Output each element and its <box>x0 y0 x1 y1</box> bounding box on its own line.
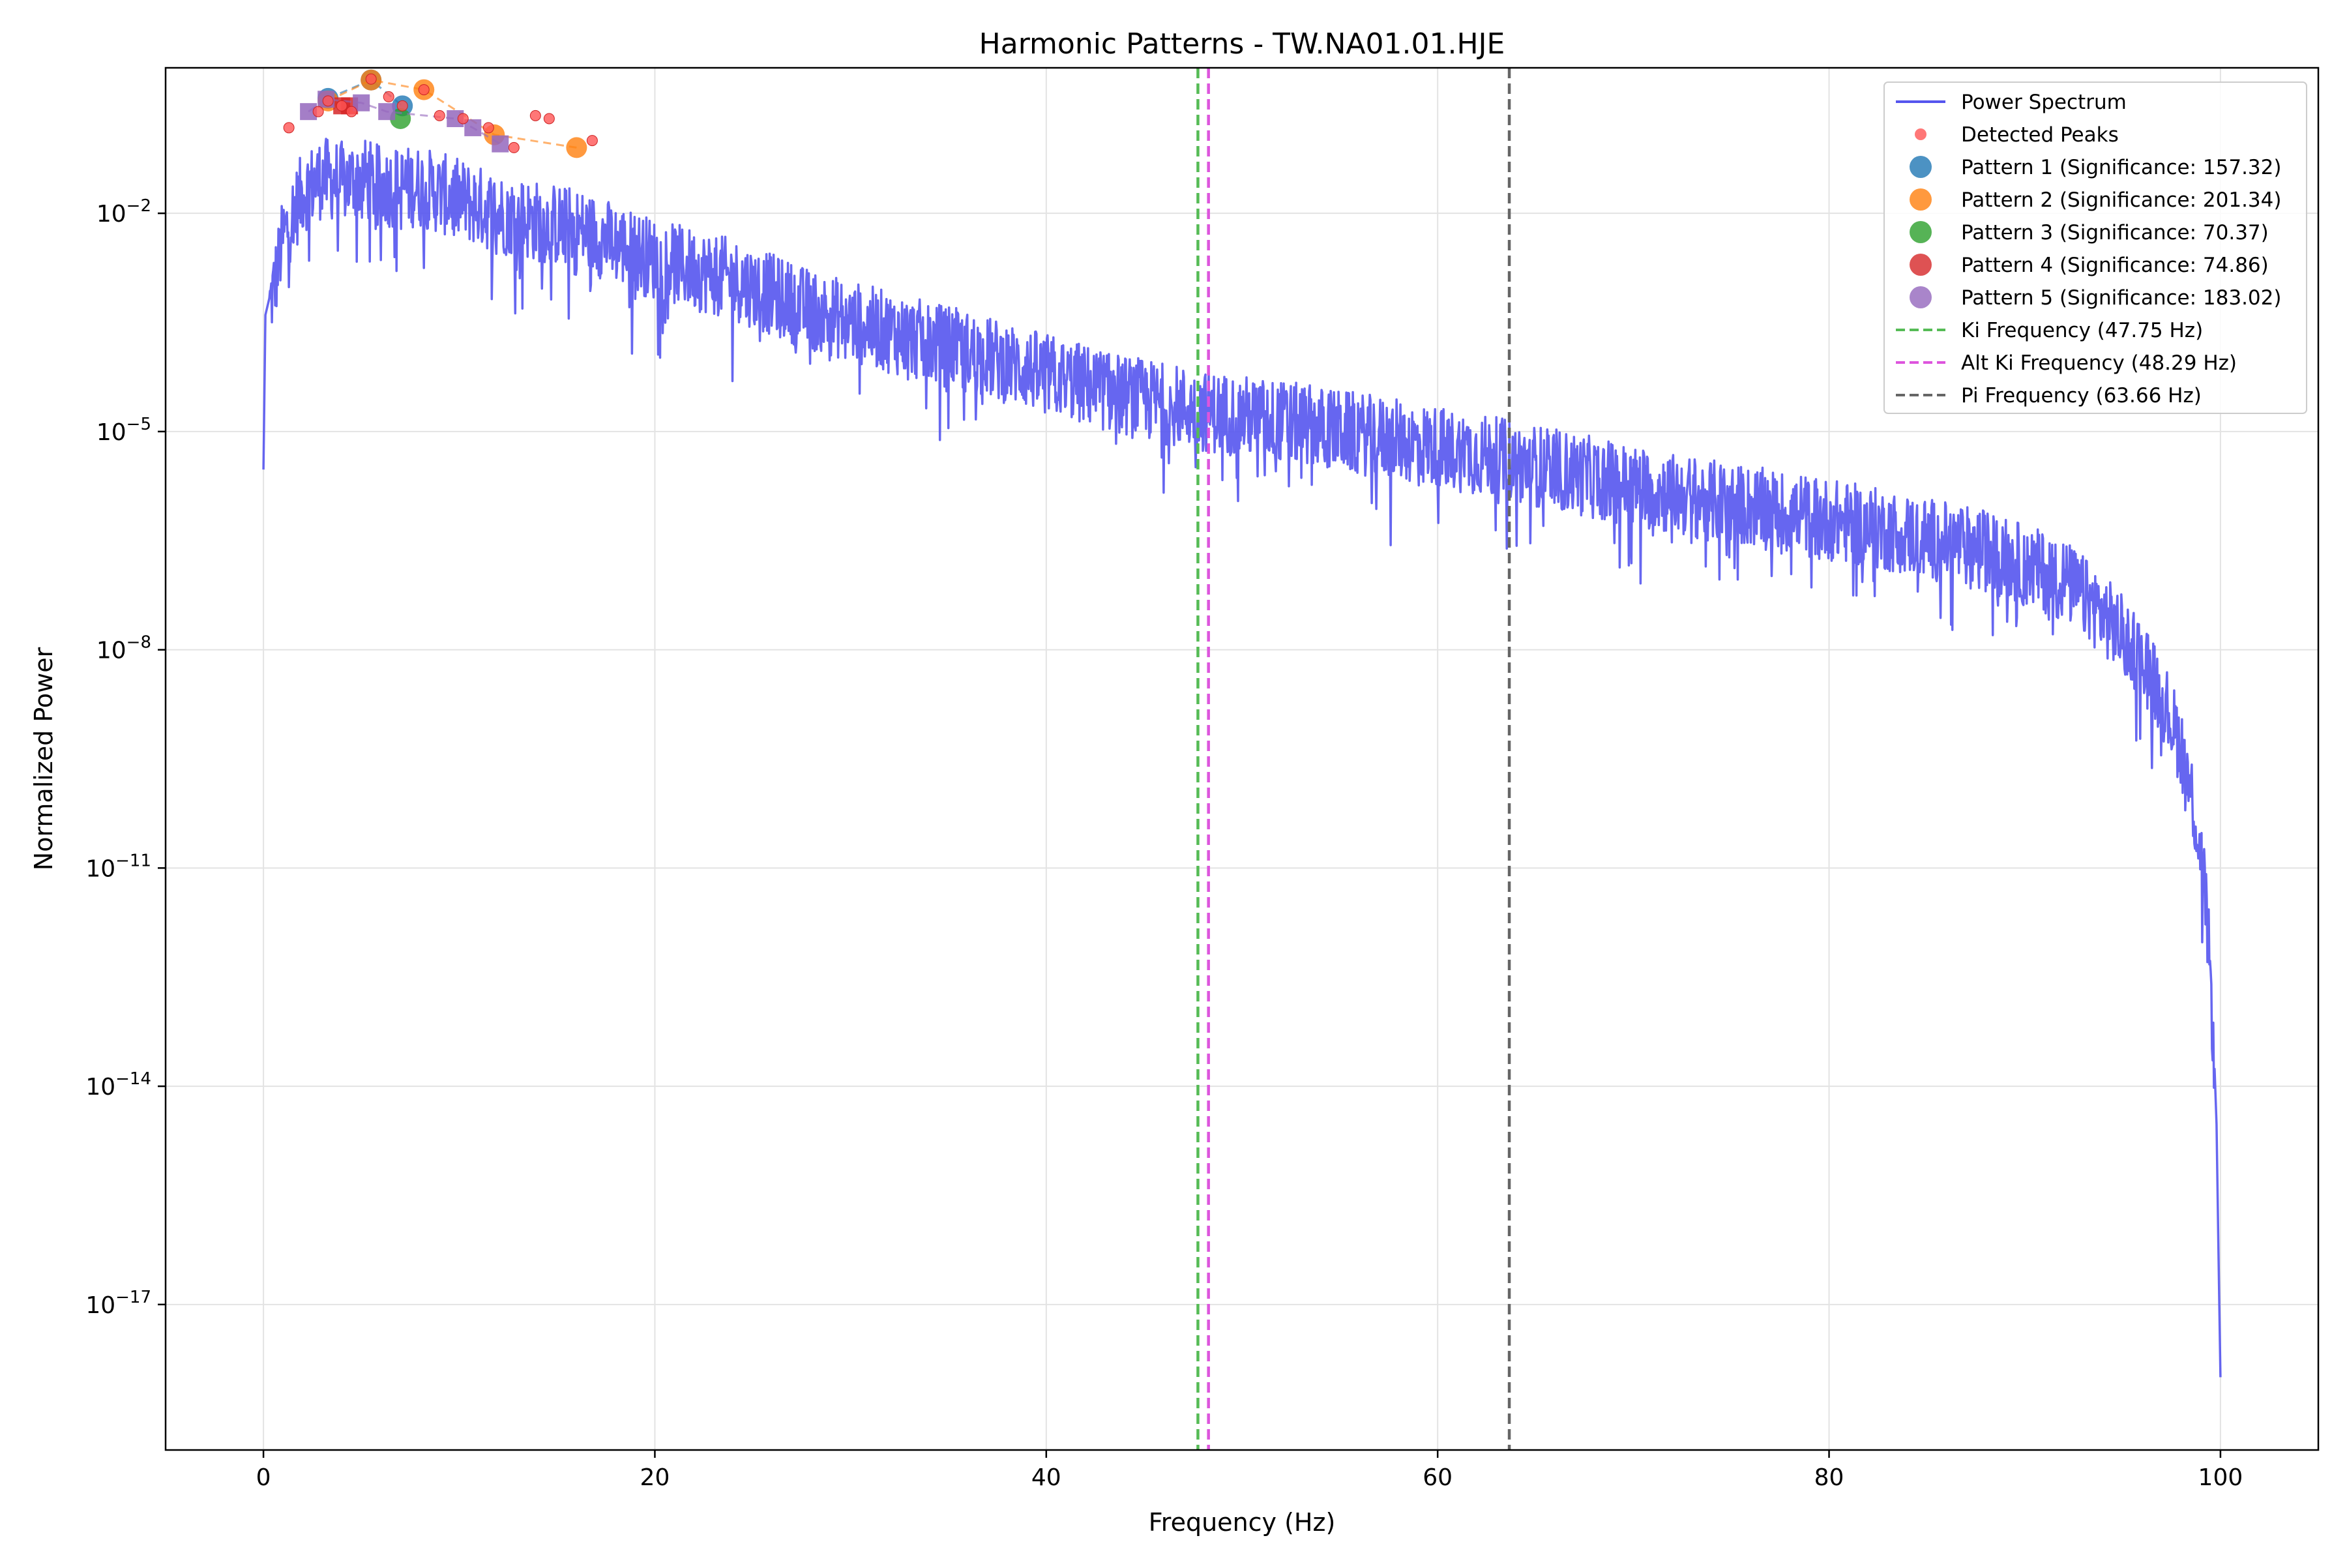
y-tick-label: 10−14 <box>85 1069 151 1101</box>
detected-peak-marker <box>418 84 430 96</box>
x-axis-label: Frequency (Hz) <box>1149 1508 1336 1537</box>
pattern-3-legend-swatch <box>1910 221 1932 243</box>
pattern-1-legend-label: Pattern 1 (Significance: 157.32) <box>1961 156 2281 179</box>
detected-peak-marker <box>508 141 520 153</box>
detected-peaks-legend-swatch <box>1915 128 1926 140</box>
power-spectrum-legend-label: Power Spectrum <box>1961 91 2127 114</box>
power-spectrum-line <box>262 138 2222 1378</box>
x-tick-label: 20 <box>640 1464 670 1491</box>
vline-1-legend-label: Ki Frequency (47.75 Hz) <box>1961 319 2203 342</box>
plot-frame <box>164 67 2320 1451</box>
x-tick-label: 60 <box>1423 1464 1453 1491</box>
detected-peak-marker <box>346 106 357 117</box>
detected-peak-marker <box>543 113 555 125</box>
x-tick-label: 100 <box>2198 1464 2243 1491</box>
pattern-5-marker <box>492 135 509 153</box>
detected-peak-marker <box>482 122 494 134</box>
vline-2-legend-label: Alt Ki Frequency (48.29 Hz) <box>1961 351 2237 375</box>
pattern-1-legend-swatch <box>1910 156 1932 178</box>
y-tick-label: 10−2 <box>96 196 151 228</box>
y-axis-label: Normalized Power <box>29 647 58 870</box>
pattern-2-marker <box>566 137 587 158</box>
pattern-4-legend-swatch <box>1910 254 1932 276</box>
y-tick-label: 10−5 <box>96 415 151 446</box>
y-tick-label: 10−17 <box>85 1288 151 1319</box>
pattern-4-legend-label: Pattern 4 (Significance: 74.86) <box>1961 254 2269 277</box>
detected-peak-marker <box>529 110 541 121</box>
pattern-2-legend-label: Pattern 2 (Significance: 201.34) <box>1961 188 2281 212</box>
y-tick-label: 10−11 <box>85 851 151 882</box>
x-tick-label: 0 <box>256 1464 271 1491</box>
pattern-2-legend-swatch <box>1910 188 1932 211</box>
x-tick-label: 80 <box>1814 1464 1844 1491</box>
detected-peak-marker <box>283 122 295 134</box>
detected-peaks-legend-label: Detected Peaks <box>1961 123 2119 147</box>
detected-peak-marker <box>586 135 598 147</box>
legend: Power Spectrum Detected Peaks Pattern 1 (S… <box>1883 81 2307 414</box>
legend-box <box>1883 81 2307 414</box>
detected-peak-marker <box>336 100 347 111</box>
pattern-5-legend-swatch <box>1910 286 1932 308</box>
detected-peak-marker <box>434 110 445 121</box>
pattern-5-legend-label: Pattern 5 (Significance: 183.02) <box>1961 286 2281 310</box>
chart-title: Harmonic Patterns - TW.NA01.01.HJE <box>979 27 1505 61</box>
detected-peak-marker <box>312 106 324 117</box>
detected-peak-marker <box>365 73 377 85</box>
pattern-5-marker <box>378 103 396 121</box>
x-tick-label: 40 <box>1031 1464 1061 1491</box>
detected-peak-marker <box>396 100 408 111</box>
pattern-2-connector <box>327 79 577 149</box>
pattern-3-legend-label: Pattern 3 (Significance: 70.37) <box>1961 221 2269 244</box>
detected-peak-marker <box>322 95 334 107</box>
detected-peak-marker <box>383 91 394 102</box>
vline-3-legend-label: Pi Frequency (63.66 Hz) <box>1961 384 2202 407</box>
detected-peak-marker <box>457 113 469 125</box>
y-tick-label: 10−8 <box>96 633 151 664</box>
